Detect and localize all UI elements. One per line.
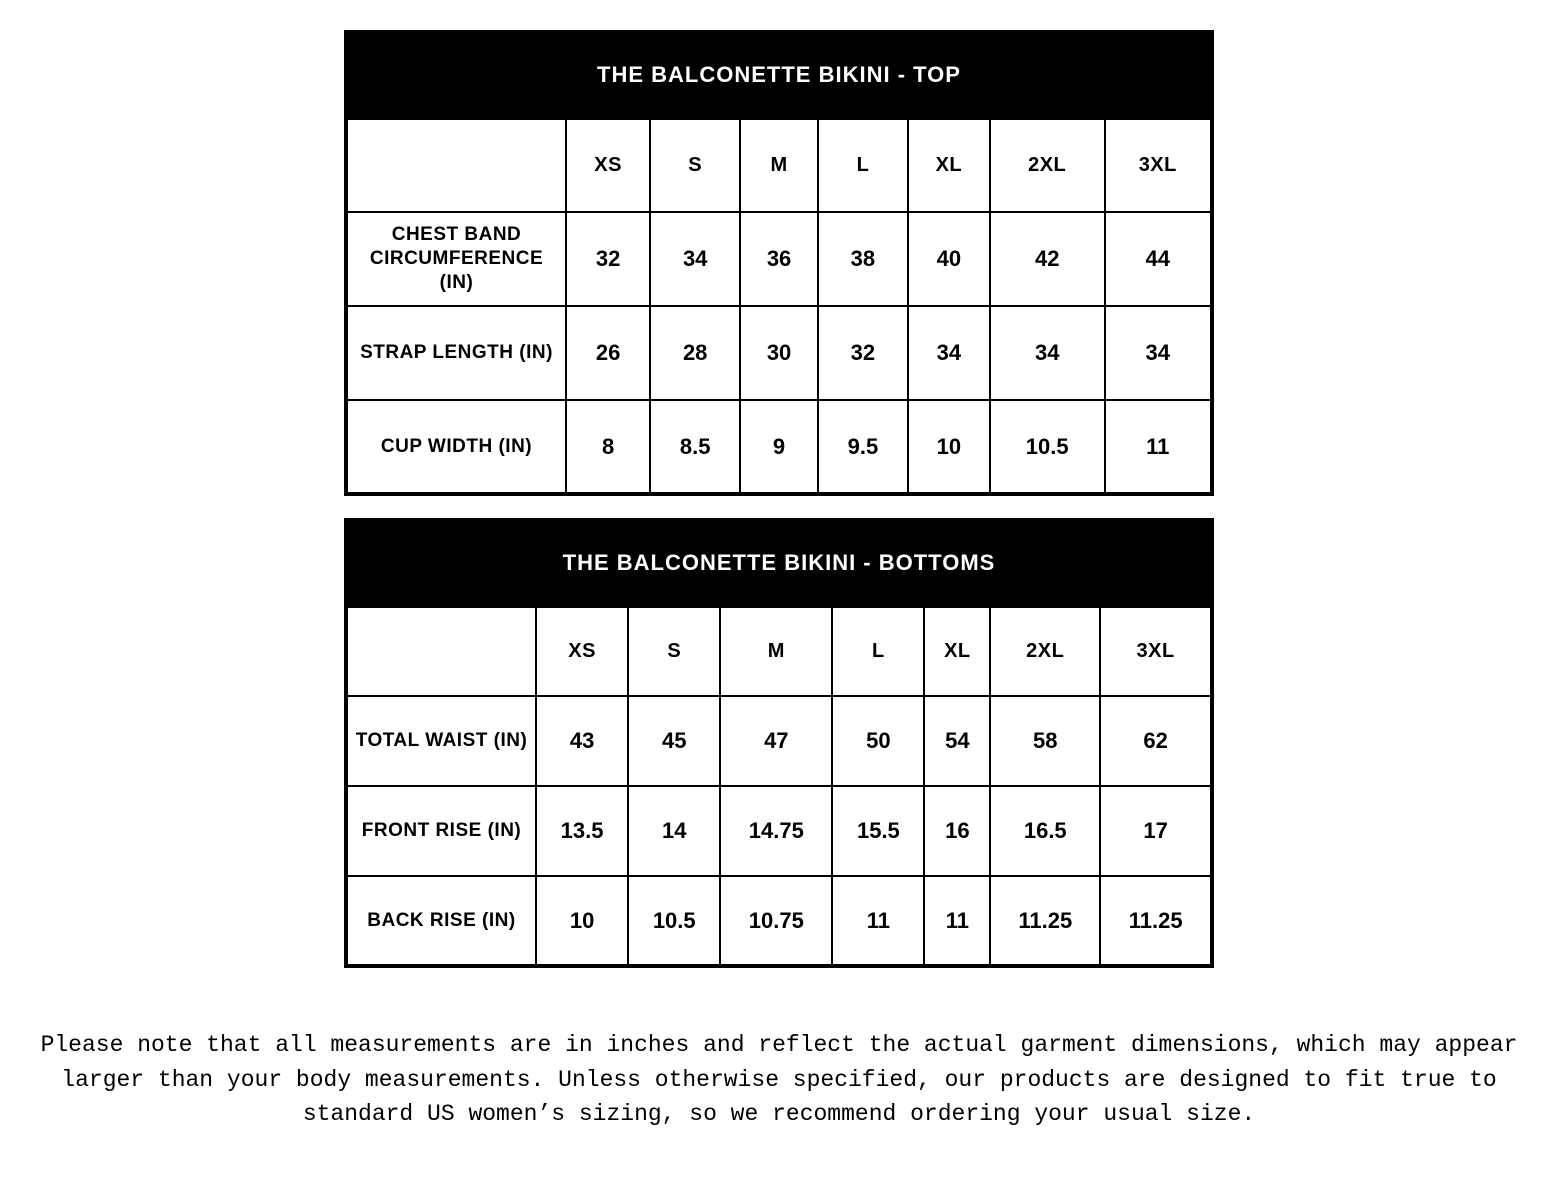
- cell: 11: [1105, 400, 1212, 494]
- cell: 8: [566, 400, 650, 494]
- cell: 43: [536, 696, 628, 786]
- row-label: CHEST BAND CIRCUMFERENCE (IN): [346, 212, 566, 306]
- col-header: L: [832, 606, 924, 696]
- col-header: M: [720, 606, 832, 696]
- header-blank: [346, 606, 536, 696]
- col-header: S: [650, 118, 740, 212]
- col-header: XL: [908, 118, 990, 212]
- cell: 58: [990, 696, 1100, 786]
- cell: 26: [566, 306, 650, 400]
- cell: 9: [740, 400, 818, 494]
- col-header: XS: [536, 606, 628, 696]
- cell: 44: [1105, 212, 1212, 306]
- cell: 34: [990, 306, 1105, 400]
- table-header-row: XS S M L XL 2XL 3XL: [346, 118, 1212, 212]
- cell: 47: [720, 696, 832, 786]
- cell: 34: [650, 212, 740, 306]
- measurement-footnote: Please note that all measurements are in…: [39, 1028, 1519, 1132]
- table-title: THE BALCONETTE BIKINI - TOP: [344, 30, 1214, 116]
- col-header: 3XL: [1105, 118, 1212, 212]
- cell: 30: [740, 306, 818, 400]
- header-blank: [346, 118, 566, 212]
- col-header: 2XL: [990, 118, 1105, 212]
- cell: 16: [924, 786, 990, 876]
- cell: 11.25: [1100, 876, 1212, 966]
- cell: 10.5: [628, 876, 720, 966]
- table-row: TOTAL WAIST (IN) 43 45 47 50 54 58 62: [346, 696, 1212, 786]
- cell: 54: [924, 696, 990, 786]
- col-header: XS: [566, 118, 650, 212]
- col-header: 2XL: [990, 606, 1100, 696]
- cell: 50: [832, 696, 924, 786]
- table-row: STRAP LENGTH (IN) 26 28 30 32 34 34 34: [346, 306, 1212, 400]
- row-label: CUP WIDTH (IN): [346, 400, 566, 494]
- cell: 10.75: [720, 876, 832, 966]
- cell: 10.5: [990, 400, 1105, 494]
- cell: 10: [536, 876, 628, 966]
- row-label: TOTAL WAIST (IN): [346, 696, 536, 786]
- row-label: BACK RISE (IN): [346, 876, 536, 966]
- cell: 14: [628, 786, 720, 876]
- cell: 16.5: [990, 786, 1100, 876]
- cell: 17: [1100, 786, 1212, 876]
- col-header: S: [628, 606, 720, 696]
- col-header: L: [818, 118, 908, 212]
- table-title: THE BALCONETTE BIKINI - BOTTOMS: [344, 518, 1214, 604]
- col-header: XL: [924, 606, 990, 696]
- cell: 11: [832, 876, 924, 966]
- cell: 11: [924, 876, 990, 966]
- cell: 62: [1100, 696, 1212, 786]
- size-tables-container: THE BALCONETTE BIKINI - TOP XS S M L XL …: [344, 30, 1214, 968]
- cell: 32: [566, 212, 650, 306]
- cell: 10: [908, 400, 990, 494]
- cell: 42: [990, 212, 1105, 306]
- table-row: CHEST BAND CIRCUMFERENCE (IN) 32 34 36 3…: [346, 212, 1212, 306]
- cell: 36: [740, 212, 818, 306]
- cell: 45: [628, 696, 720, 786]
- cell: 9.5: [818, 400, 908, 494]
- size-table-top: THE BALCONETTE BIKINI - TOP XS S M L XL …: [344, 30, 1214, 496]
- row-label: STRAP LENGTH (IN): [346, 306, 566, 400]
- cell: 15.5: [832, 786, 924, 876]
- cell: 28: [650, 306, 740, 400]
- cell: 11.25: [990, 876, 1100, 966]
- table-row: FRONT RISE (IN) 13.5 14 14.75 15.5 16 16…: [346, 786, 1212, 876]
- col-header: M: [740, 118, 818, 212]
- table-row: CUP WIDTH (IN) 8 8.5 9 9.5 10 10.5 11: [346, 400, 1212, 494]
- row-label: FRONT RISE (IN): [346, 786, 536, 876]
- cell: 34: [1105, 306, 1212, 400]
- col-header: 3XL: [1100, 606, 1212, 696]
- table-row: BACK RISE (IN) 10 10.5 10.75 11 11 11.25…: [346, 876, 1212, 966]
- cell: 8.5: [650, 400, 740, 494]
- cell: 13.5: [536, 786, 628, 876]
- cell: 40: [908, 212, 990, 306]
- cell: 34: [908, 306, 990, 400]
- cell: 32: [818, 306, 908, 400]
- table-header-row: XS S M L XL 2XL 3XL: [346, 606, 1212, 696]
- size-table-bottoms: THE BALCONETTE BIKINI - BOTTOMS XS S M L…: [344, 518, 1214, 968]
- cell: 38: [818, 212, 908, 306]
- cell: 14.75: [720, 786, 832, 876]
